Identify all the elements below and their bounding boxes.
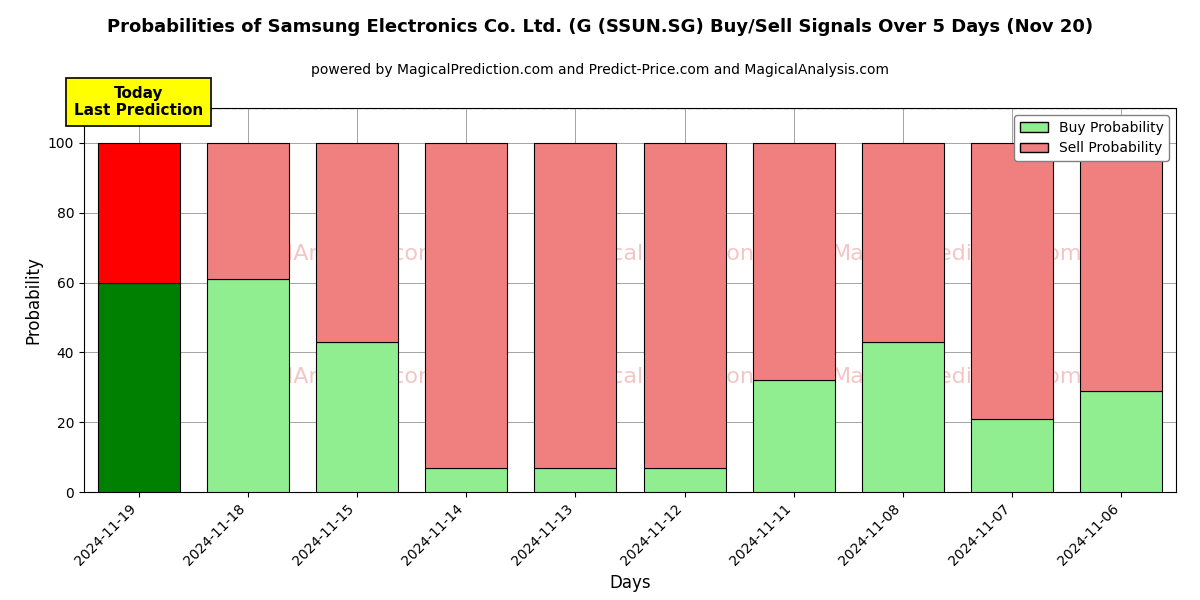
Bar: [534, 467, 617, 492]
Bar: [206, 279, 289, 492]
Bar: [206, 143, 289, 279]
Y-axis label: Probability: Probability: [24, 256, 42, 344]
Text: MagicalAnalysis.com: MagicalAnalysis.com: [209, 367, 440, 387]
Bar: [862, 342, 944, 492]
Bar: [1080, 143, 1163, 391]
Text: MagicalPrediction.com: MagicalPrediction.com: [833, 244, 1082, 264]
Bar: [97, 283, 180, 492]
Bar: [534, 143, 617, 467]
Bar: [425, 143, 508, 467]
Bar: [97, 143, 180, 283]
Bar: [752, 143, 835, 380]
Text: Today
Last Prediction: Today Last Prediction: [74, 86, 203, 118]
Bar: [971, 143, 1054, 419]
Text: powered by MagicalPrediction.com and Predict-Price.com and MagicalAnalysis.com: powered by MagicalPrediction.com and Pre…: [311, 63, 889, 77]
Bar: [316, 143, 398, 342]
Bar: [425, 467, 508, 492]
Text: MagicalAnalysis.com: MagicalAnalysis.com: [209, 244, 440, 264]
Bar: [1080, 391, 1163, 492]
Legend: Buy Probability, Sell Probability: Buy Probability, Sell Probability: [1014, 115, 1169, 161]
Text: MagicalPrediction.com: MagicalPrediction.com: [559, 244, 810, 264]
Bar: [862, 143, 944, 342]
Bar: [316, 342, 398, 492]
X-axis label: Days: Days: [610, 574, 650, 592]
Bar: [971, 419, 1054, 492]
Bar: [643, 467, 726, 492]
Text: MagicalPrediction.com: MagicalPrediction.com: [833, 367, 1082, 387]
Bar: [643, 143, 726, 467]
Bar: [752, 380, 835, 492]
Text: MagicalPrediction.com: MagicalPrediction.com: [559, 367, 810, 387]
Text: Probabilities of Samsung Electronics Co. Ltd. (G (SSUN.SG) Buy/Sell Signals Over: Probabilities of Samsung Electronics Co.…: [107, 18, 1093, 36]
